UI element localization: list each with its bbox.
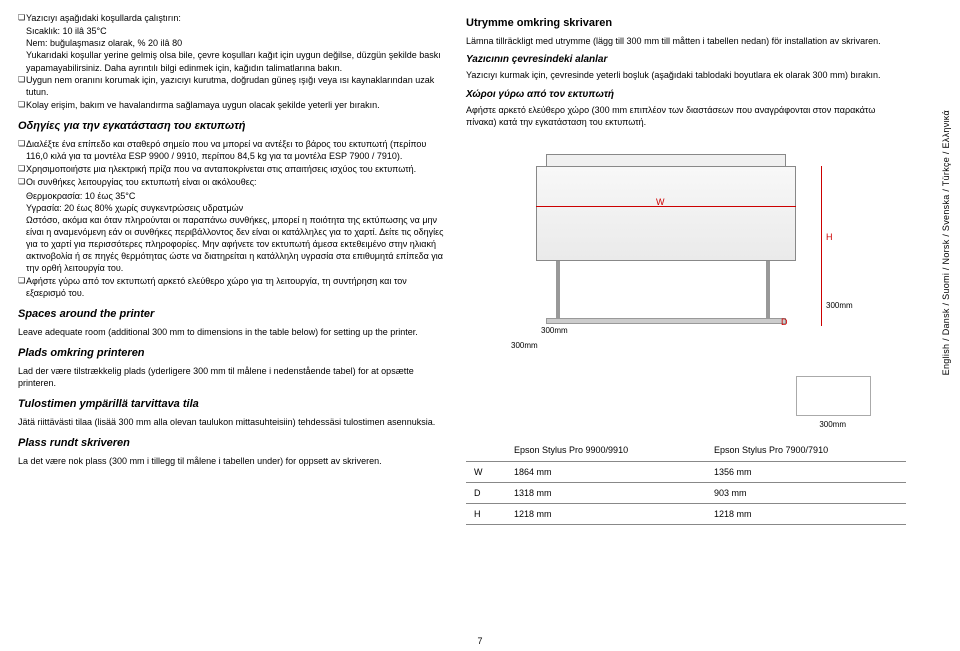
bullet-icon: ❏ bbox=[18, 176, 26, 188]
dim-w: W bbox=[656, 196, 665, 208]
gr-item-3: ❏ Οι συνθήκες λειτουργίας του εκτυπωτή ε… bbox=[18, 176, 448, 188]
text: Yazıcıyı aşağıdaki koşullarda çalıştırın… bbox=[26, 12, 448, 24]
text: Αφήστε γύρω από τον εκτυπωτή αρκετό ελεύ… bbox=[26, 275, 448, 299]
table-row: D 1318 mm 903 mm bbox=[466, 482, 906, 503]
dim-h: H bbox=[826, 231, 833, 243]
dim-300-d: 300mm bbox=[819, 420, 846, 431]
cell: 1864 mm bbox=[506, 461, 706, 482]
tr-sub-2: Nem: buğulaşmasız olarak, % 20 ilâ 80 bbox=[26, 37, 448, 49]
gr-item-2: ❏ Χρησιμοποιήστε μια ηλεκτρική πρίζα που… bbox=[18, 163, 448, 175]
cell: 1218 mm bbox=[706, 503, 906, 524]
tr2-heading: Yazıcının çevresindeki alanlar bbox=[466, 53, 906, 67]
cell: 903 mm bbox=[706, 482, 906, 503]
text: Kolay erişim, bakım ve havalandırma sağl… bbox=[26, 99, 448, 111]
row-h: H bbox=[466, 503, 506, 524]
tr-item-1: ❏ Yazıcıyı aşağıdaki koşullarda çalıştır… bbox=[18, 12, 448, 24]
gr-sub-2: Υγρασία: 20 έως 80% χωρίς συγκεντρώσεις … bbox=[26, 202, 448, 214]
tr2-para: Yazıcıyı kurmak için, çevresinde yeterli… bbox=[466, 69, 906, 81]
en-para: Leave adequate room (additional 300 mm t… bbox=[18, 326, 448, 338]
en-heading: Spaces around the printer bbox=[18, 307, 448, 322]
fi-para: Jätä riittävästi tilaa (lisää 300 mm all… bbox=[18, 416, 448, 428]
tr-sub-3: Yukarıdaki koşullar yerine gelmiş olsa b… bbox=[26, 49, 448, 73]
cell: 1318 mm bbox=[506, 482, 706, 503]
da-para: Lad der være tilstrækkelig plads (yderli… bbox=[18, 365, 448, 389]
cell: 1218 mm bbox=[506, 503, 706, 524]
page-number: 7 bbox=[477, 635, 482, 647]
dim-300-b: 300mm bbox=[541, 326, 568, 337]
sv-heading: Utrymme omkring skrivaren bbox=[466, 16, 906, 31]
bullet-icon: ❏ bbox=[18, 138, 26, 162]
language-sidebar: English / Dansk / Suomi / Norsk / Svensk… bbox=[940, 110, 952, 375]
bullet-icon: ❏ bbox=[18, 12, 26, 24]
row-d: D bbox=[466, 482, 506, 503]
row-w: W bbox=[466, 461, 506, 482]
printer-base bbox=[546, 318, 786, 324]
gr2-para: Αφήστε αρκετό ελεύθερο χώρο (300 mm επιπ… bbox=[466, 104, 906, 128]
dim-h-line bbox=[821, 166, 822, 326]
small-box bbox=[796, 376, 871, 416]
dim-d: D bbox=[781, 316, 788, 328]
col-7900: Epson Stylus Pro 7900/7910 bbox=[706, 440, 906, 461]
gr2-heading: Χώροι γύρω από τον εκτυπωτή bbox=[466, 88, 906, 102]
text: Οι συνθήκες λειτουργίας του εκτυπωτή είν… bbox=[26, 176, 448, 188]
printer-body bbox=[536, 166, 796, 261]
text: Χρησιμοποιήστε μια ηλεκτρική πρίζα που ν… bbox=[26, 163, 448, 175]
bullet-icon: ❏ bbox=[18, 74, 26, 98]
tr-item-2: ❏ Uygun nem oranını korumak için, yazıcı… bbox=[18, 74, 448, 98]
fi-heading: Tulostimen ympärillä tarvittava tila bbox=[18, 397, 448, 412]
bullet-icon: ❏ bbox=[18, 275, 26, 299]
no-para: La det være nok plass (300 mm i tillegg … bbox=[18, 455, 448, 467]
dim-w-line bbox=[536, 206, 796, 207]
gr-sub-1: Θερμοκρασία: 10 έως 35°C bbox=[26, 190, 448, 202]
dim-300-c: 300mm bbox=[826, 301, 853, 312]
gr-item-4: ❏ Αφήστε γύρω από τον εκτυπωτή αρκετό ελ… bbox=[18, 275, 448, 299]
text: Uygun nem oranını korumak için, yazıcıyı… bbox=[26, 74, 448, 98]
printer-leg bbox=[556, 261, 560, 321]
tr-item-3: ❏ Kolay erişim, bakım ve havalandırma sa… bbox=[18, 99, 448, 111]
table-header-row: Epson Stylus Pro 9900/9910 Epson Stylus … bbox=[466, 440, 906, 461]
gr-heading: Οδηγίες για την εγκατάσταση του εκτυπωτή bbox=[18, 119, 448, 134]
printer-diagram: W H D 300mm 300mm 300mm bbox=[496, 136, 876, 376]
printer-leg bbox=[766, 261, 770, 321]
sv-para: Lämna tillräckligt med utrymme (lägg til… bbox=[466, 35, 906, 47]
tr-sub-1: Sıcaklık: 10 ilâ 35°C bbox=[26, 25, 448, 37]
dimensions-table: Epson Stylus Pro 9900/9910 Epson Stylus … bbox=[466, 440, 906, 525]
da-heading: Plads omkring printeren bbox=[18, 346, 448, 361]
table-row: H 1218 mm 1218 mm bbox=[466, 503, 906, 524]
cell: 1356 mm bbox=[706, 461, 906, 482]
no-heading: Plass rundt skriveren bbox=[18, 436, 448, 451]
table-row: W 1864 mm 1356 mm bbox=[466, 461, 906, 482]
gr-sub-3: Ωστόσο, ακόμα και όταν πληρούνται οι παρ… bbox=[26, 214, 448, 275]
text: Διαλέξτε ένα επίπεδο και σταθερό σημείο … bbox=[26, 138, 448, 162]
bullet-icon: ❏ bbox=[18, 163, 26, 175]
dim-300-a: 300mm bbox=[511, 341, 538, 352]
col-9900: Epson Stylus Pro 9900/9910 bbox=[506, 440, 706, 461]
gr-item-1: ❏ Διαλέξτε ένα επίπεδο και σταθερό σημεί… bbox=[18, 138, 448, 162]
bullet-icon: ❏ bbox=[18, 99, 26, 111]
